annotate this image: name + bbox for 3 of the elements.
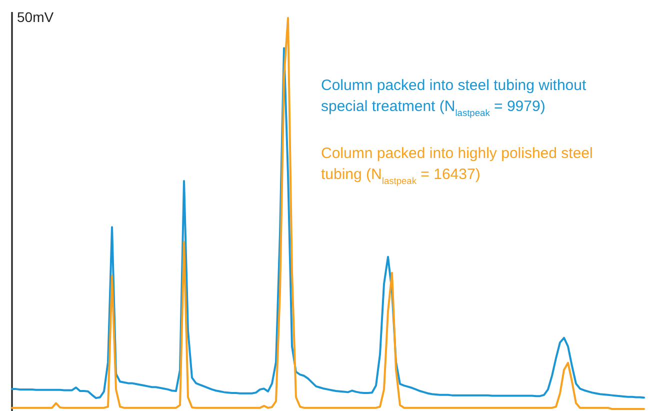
- text: Column packed into steel tubing without special treatment (N$_{lastpeak}$ = 9979): [321, 77, 587, 118]
- y-axis-title: 50mV: [17, 9, 54, 25]
- text: Column packed into highly polished steel tubing (N$_{lastpeak}$ = 16437): [321, 145, 593, 186]
